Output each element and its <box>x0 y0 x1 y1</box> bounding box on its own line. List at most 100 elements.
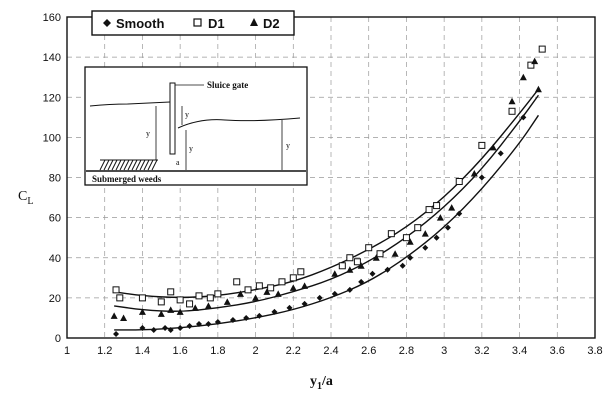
data-point-smooth <box>205 320 212 327</box>
submerged-weeds-label: Submerged weeds <box>92 174 162 184</box>
data-point-d1 <box>278 278 286 286</box>
x-tick-labels: 1 1.2 1.4 1.6 1.8 2 2.2 2.4 2.6 2.8 3 3.2 3.4 3.6 3.8 <box>64 345 603 357</box>
y-tick-labels: 0 20 40 60 80 100 120 140 160 <box>43 12 61 345</box>
y-tick-label: 160 <box>43 12 61 24</box>
data-point-d1 <box>425 206 433 214</box>
data-point-smooth <box>286 304 293 311</box>
legend-box <box>91 10 295 36</box>
fit-curve-d2 <box>114 94 539 312</box>
data-point-smooth <box>444 224 451 231</box>
y-tick-label: 20 <box>49 293 61 305</box>
y-axis-title: CL <box>18 189 33 207</box>
x-tick-label: 3.8 <box>587 345 602 357</box>
data-point-smooth <box>520 114 527 121</box>
data-point-d1 <box>414 224 422 232</box>
data-point-d2 <box>406 238 414 245</box>
legend: Smooth D1 D2 <box>91 10 295 36</box>
data-point-d1 <box>338 262 346 270</box>
data-point-d1 <box>233 278 241 286</box>
data-point-d1 <box>206 294 214 302</box>
data-point-smooth <box>229 316 236 323</box>
data-point-d1 <box>365 244 373 252</box>
data-point-d2 <box>191 304 199 311</box>
data-point-d1 <box>112 286 120 294</box>
data-point-d2 <box>391 250 399 257</box>
x-tick-label: 2.6 <box>361 345 376 357</box>
data-point-d1 <box>116 294 124 302</box>
data-point-smooth <box>422 244 429 251</box>
data-point-d2 <box>138 308 146 315</box>
data-point-smooth <box>162 324 169 331</box>
plot-frame <box>66 16 596 339</box>
x-tick-label: 2.8 <box>399 345 414 357</box>
data-point-d1 <box>387 230 395 238</box>
data-point-d1 <box>255 282 263 290</box>
data-point-d1 <box>478 141 486 149</box>
data-point-smooth <box>358 278 365 285</box>
inset-diagram: Sluice gate Submerged weeds y y y a y <box>84 66 308 186</box>
data-point-smooth <box>384 266 391 273</box>
legend-label-smooth: Smooth <box>116 16 164 31</box>
data-point-d2 <box>167 306 175 313</box>
x-tick-label: 2 <box>253 345 259 357</box>
data-point-d2 <box>421 230 429 237</box>
x-tick-label: 2.4 <box>323 345 338 357</box>
data-point-d2 <box>301 282 309 289</box>
data-point-d2 <box>372 254 380 261</box>
data-point-d1 <box>297 268 305 276</box>
data-point-d2 <box>176 308 184 315</box>
data-points <box>110 45 546 337</box>
data-point-d2 <box>223 298 231 305</box>
data-point-d2 <box>252 294 260 301</box>
data-point-d1 <box>402 234 410 242</box>
data-point-d1 <box>167 288 175 296</box>
x-tick-label: 2.2 <box>286 345 301 357</box>
upstream-depth-label: y <box>146 129 150 138</box>
data-point-smooth <box>186 322 193 329</box>
vena-depth-label: y <box>189 144 193 153</box>
x-tick-label: 1.2 <box>97 345 112 357</box>
data-point-d2 <box>448 204 456 211</box>
y-tick-label: 0 <box>55 333 61 345</box>
data-point-smooth <box>271 308 278 315</box>
y-tick-label: 40 <box>49 253 61 265</box>
data-point-smooth <box>407 254 414 261</box>
x-tick-label: 3.2 <box>474 345 489 357</box>
data-point-smooth <box>316 294 323 301</box>
data-point-smooth <box>346 286 353 293</box>
data-point-d2 <box>519 73 527 81</box>
data-point-d1 <box>267 284 275 292</box>
data-point-d2 <box>274 290 282 297</box>
data-point-d1 <box>376 250 384 258</box>
data-point-d2 <box>436 214 444 221</box>
tailwater-depth-label: y <box>286 141 290 150</box>
data-point-d2 <box>531 57 539 65</box>
data-point-d2 <box>346 266 354 273</box>
data-point-smooth <box>256 312 263 319</box>
data-point-smooth <box>399 262 406 269</box>
data-point-smooth <box>196 320 202 327</box>
legend-marker-d2 <box>250 18 258 26</box>
weed-hatching <box>99 159 158 171</box>
x-tick-label: 3 <box>441 345 447 357</box>
x-axis-title: y1/a <box>310 374 333 392</box>
data-point-d2 <box>120 314 128 321</box>
data-point-d1 <box>538 45 546 53</box>
x-tick-label: 3.6 <box>550 345 565 357</box>
x-tick-label: 3.4 <box>512 345 527 357</box>
upstream-water-surface <box>89 101 171 107</box>
x-tick-label: 1 <box>64 345 70 357</box>
data-point-d1 <box>244 286 252 294</box>
data-point-d2 <box>263 288 271 295</box>
data-point-d1 <box>176 296 184 304</box>
y-tick-label: 80 <box>49 173 61 185</box>
data-point-d2 <box>534 85 542 93</box>
data-point-d1 <box>195 292 203 300</box>
data-point-smooth <box>369 270 376 277</box>
data-point-smooth <box>243 314 250 321</box>
data-point-smooth <box>113 330 120 337</box>
data-point-d2 <box>357 262 365 269</box>
data-point-smooth <box>167 326 174 333</box>
data-point-smooth <box>139 324 146 331</box>
